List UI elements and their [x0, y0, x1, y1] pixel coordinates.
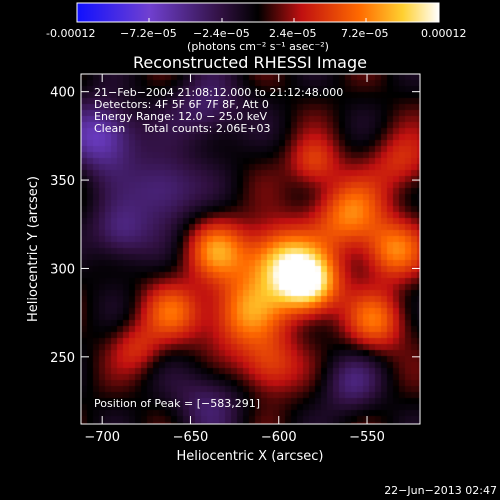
annotation-peak: Position of Peak = [−583,291] [94, 397, 260, 410]
chart-title: Reconstructed RHESSI Image [133, 53, 367, 72]
footer-date: 22−Jun−2013 02:47 [384, 484, 497, 497]
x-tick-label: −700 [84, 430, 120, 445]
colorbar-ticks [76, 18, 440, 22]
plot-frame [80, 73, 421, 425]
y-tick-label: 250 [50, 351, 75, 366]
y-tick-label: 300 [50, 262, 75, 277]
heatmap-image [81, 74, 420, 424]
x-tick-label: −550 [349, 430, 385, 445]
axes: −700 −650 −600 −550 250 300 350 400 [50, 74, 420, 445]
y-axis-label: Heliocentric Y (arcsec) [26, 176, 41, 322]
colorbar [76, 2, 440, 23]
x-axis-label: Heliocentric X (arcsec) [177, 449, 324, 464]
colorbar-tick-label: −7.2e−05 [120, 27, 177, 40]
annotation-detectors: Detectors: 4F 5F 6F 7F 8F, Att 0 [94, 98, 269, 111]
colorbar-tick-label: −2.4e−05 [193, 27, 250, 40]
colorbar-tick-label: 7.2e−05 [341, 27, 388, 40]
colorbar-tick-label: 0.00012 [421, 27, 467, 40]
x-tick-label: −600 [261, 430, 297, 445]
x-tick-label: −650 [173, 430, 209, 445]
y-tick-label: 400 [50, 86, 75, 101]
annotation-time: 21−Feb−2004 21:08:12.000 to 21:12:48.000 [94, 86, 343, 99]
colorbar-units: (photons cm⁻² s⁻¹ asec⁻²) [187, 40, 329, 53]
colorbar-tick-label: -0.00012 [46, 27, 95, 40]
y-tick-label: 350 [50, 174, 75, 189]
annotation-energy: Energy Range: 12.0 − 25.0 keV [94, 110, 268, 123]
colorbar-tick-label: 2.4e−05 [269, 27, 316, 40]
annotation-counts: Clean Total counts: 2.06E+03 [94, 122, 271, 135]
